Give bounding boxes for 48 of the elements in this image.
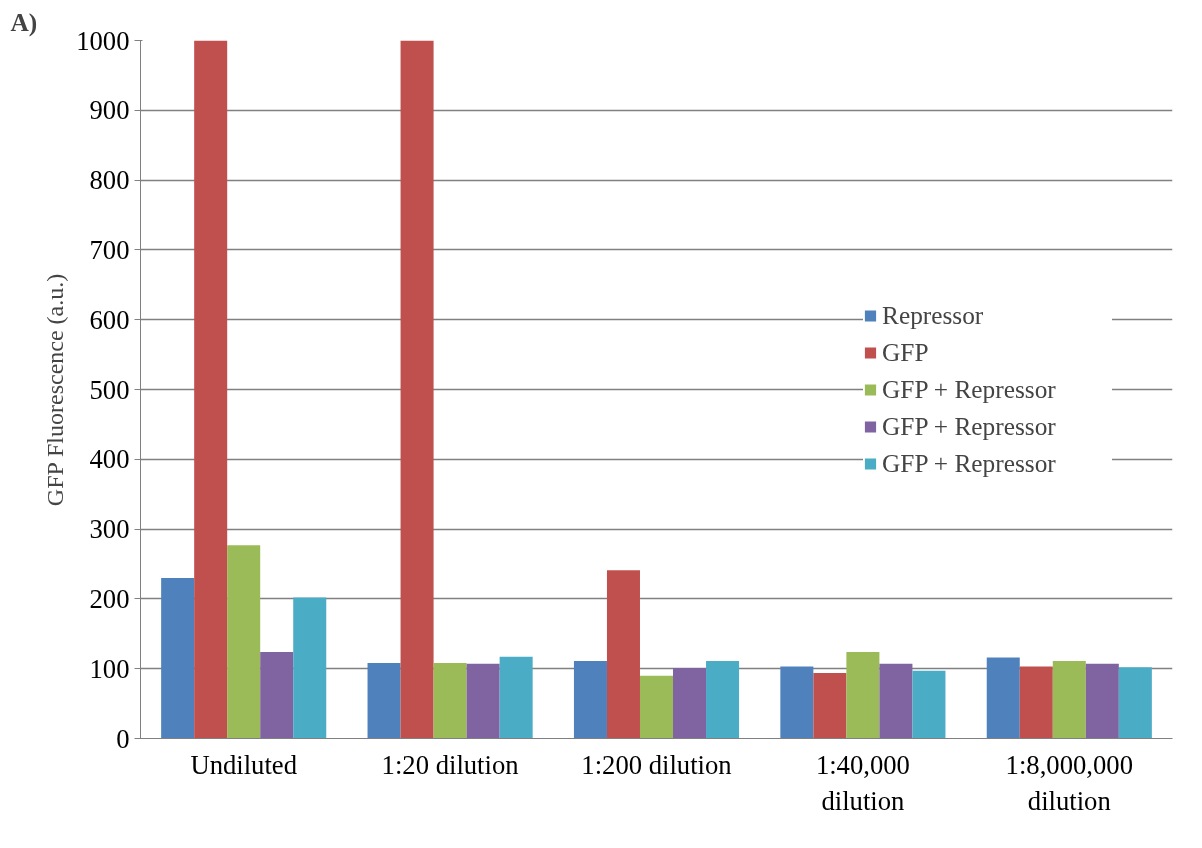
legend-label: GFP [882,337,930,367]
y-tick-label: 1000 [76,25,130,56]
y-tick-label: 200 [89,583,130,614]
bar [912,670,946,739]
bar [780,666,814,739]
x-tick-label: 1:40,000 dilution [815,749,910,816]
x-tick-label: 1:200 dilution [581,749,732,780]
bar [433,663,467,739]
y-tick-label: 0 [116,723,130,754]
bar [639,675,674,739]
bar [466,663,500,739]
bar [986,657,1020,739]
bar [846,651,880,739]
legend-label: GFP + Repressor [882,411,1057,441]
bar [1085,663,1119,739]
bar [573,661,607,739]
y-tick-label: 400 [89,444,130,475]
bar [260,651,294,739]
bar [161,577,195,739]
y-tick-label: 900 [89,95,130,126]
bar [1019,666,1053,739]
bar [367,663,401,739]
bar [813,672,847,739]
bar [606,570,640,739]
legend-label: GFP + Repressor [882,448,1057,478]
legend-label: GFP + Repressor [882,374,1057,404]
y-tick-label: 300 [89,514,130,545]
x-tick-label: 1:8,000,000 dilution [1005,749,1133,816]
bar [706,661,740,739]
x-tick-label: 1:20 dilution [381,749,519,780]
y-tick-label: 700 [89,234,130,265]
bar [194,40,228,739]
x-tick-label: Undiluted [190,749,298,780]
bar [499,656,533,739]
legend-label: Repressor [882,300,985,330]
y-tick-label: 100 [89,653,130,684]
bar [227,545,261,739]
text: A) [10,7,38,37]
bar [293,597,327,739]
bar [1052,661,1086,739]
y-tick-label: 800 [89,165,130,196]
bar [400,40,434,739]
y-axis-title: GFP Fluorescence (a.u.) [42,273,69,507]
y-tick-label: 500 [89,374,130,405]
bar [673,668,707,739]
bar [1118,667,1152,739]
y-tick-label: 600 [89,304,130,335]
bar [879,663,913,739]
